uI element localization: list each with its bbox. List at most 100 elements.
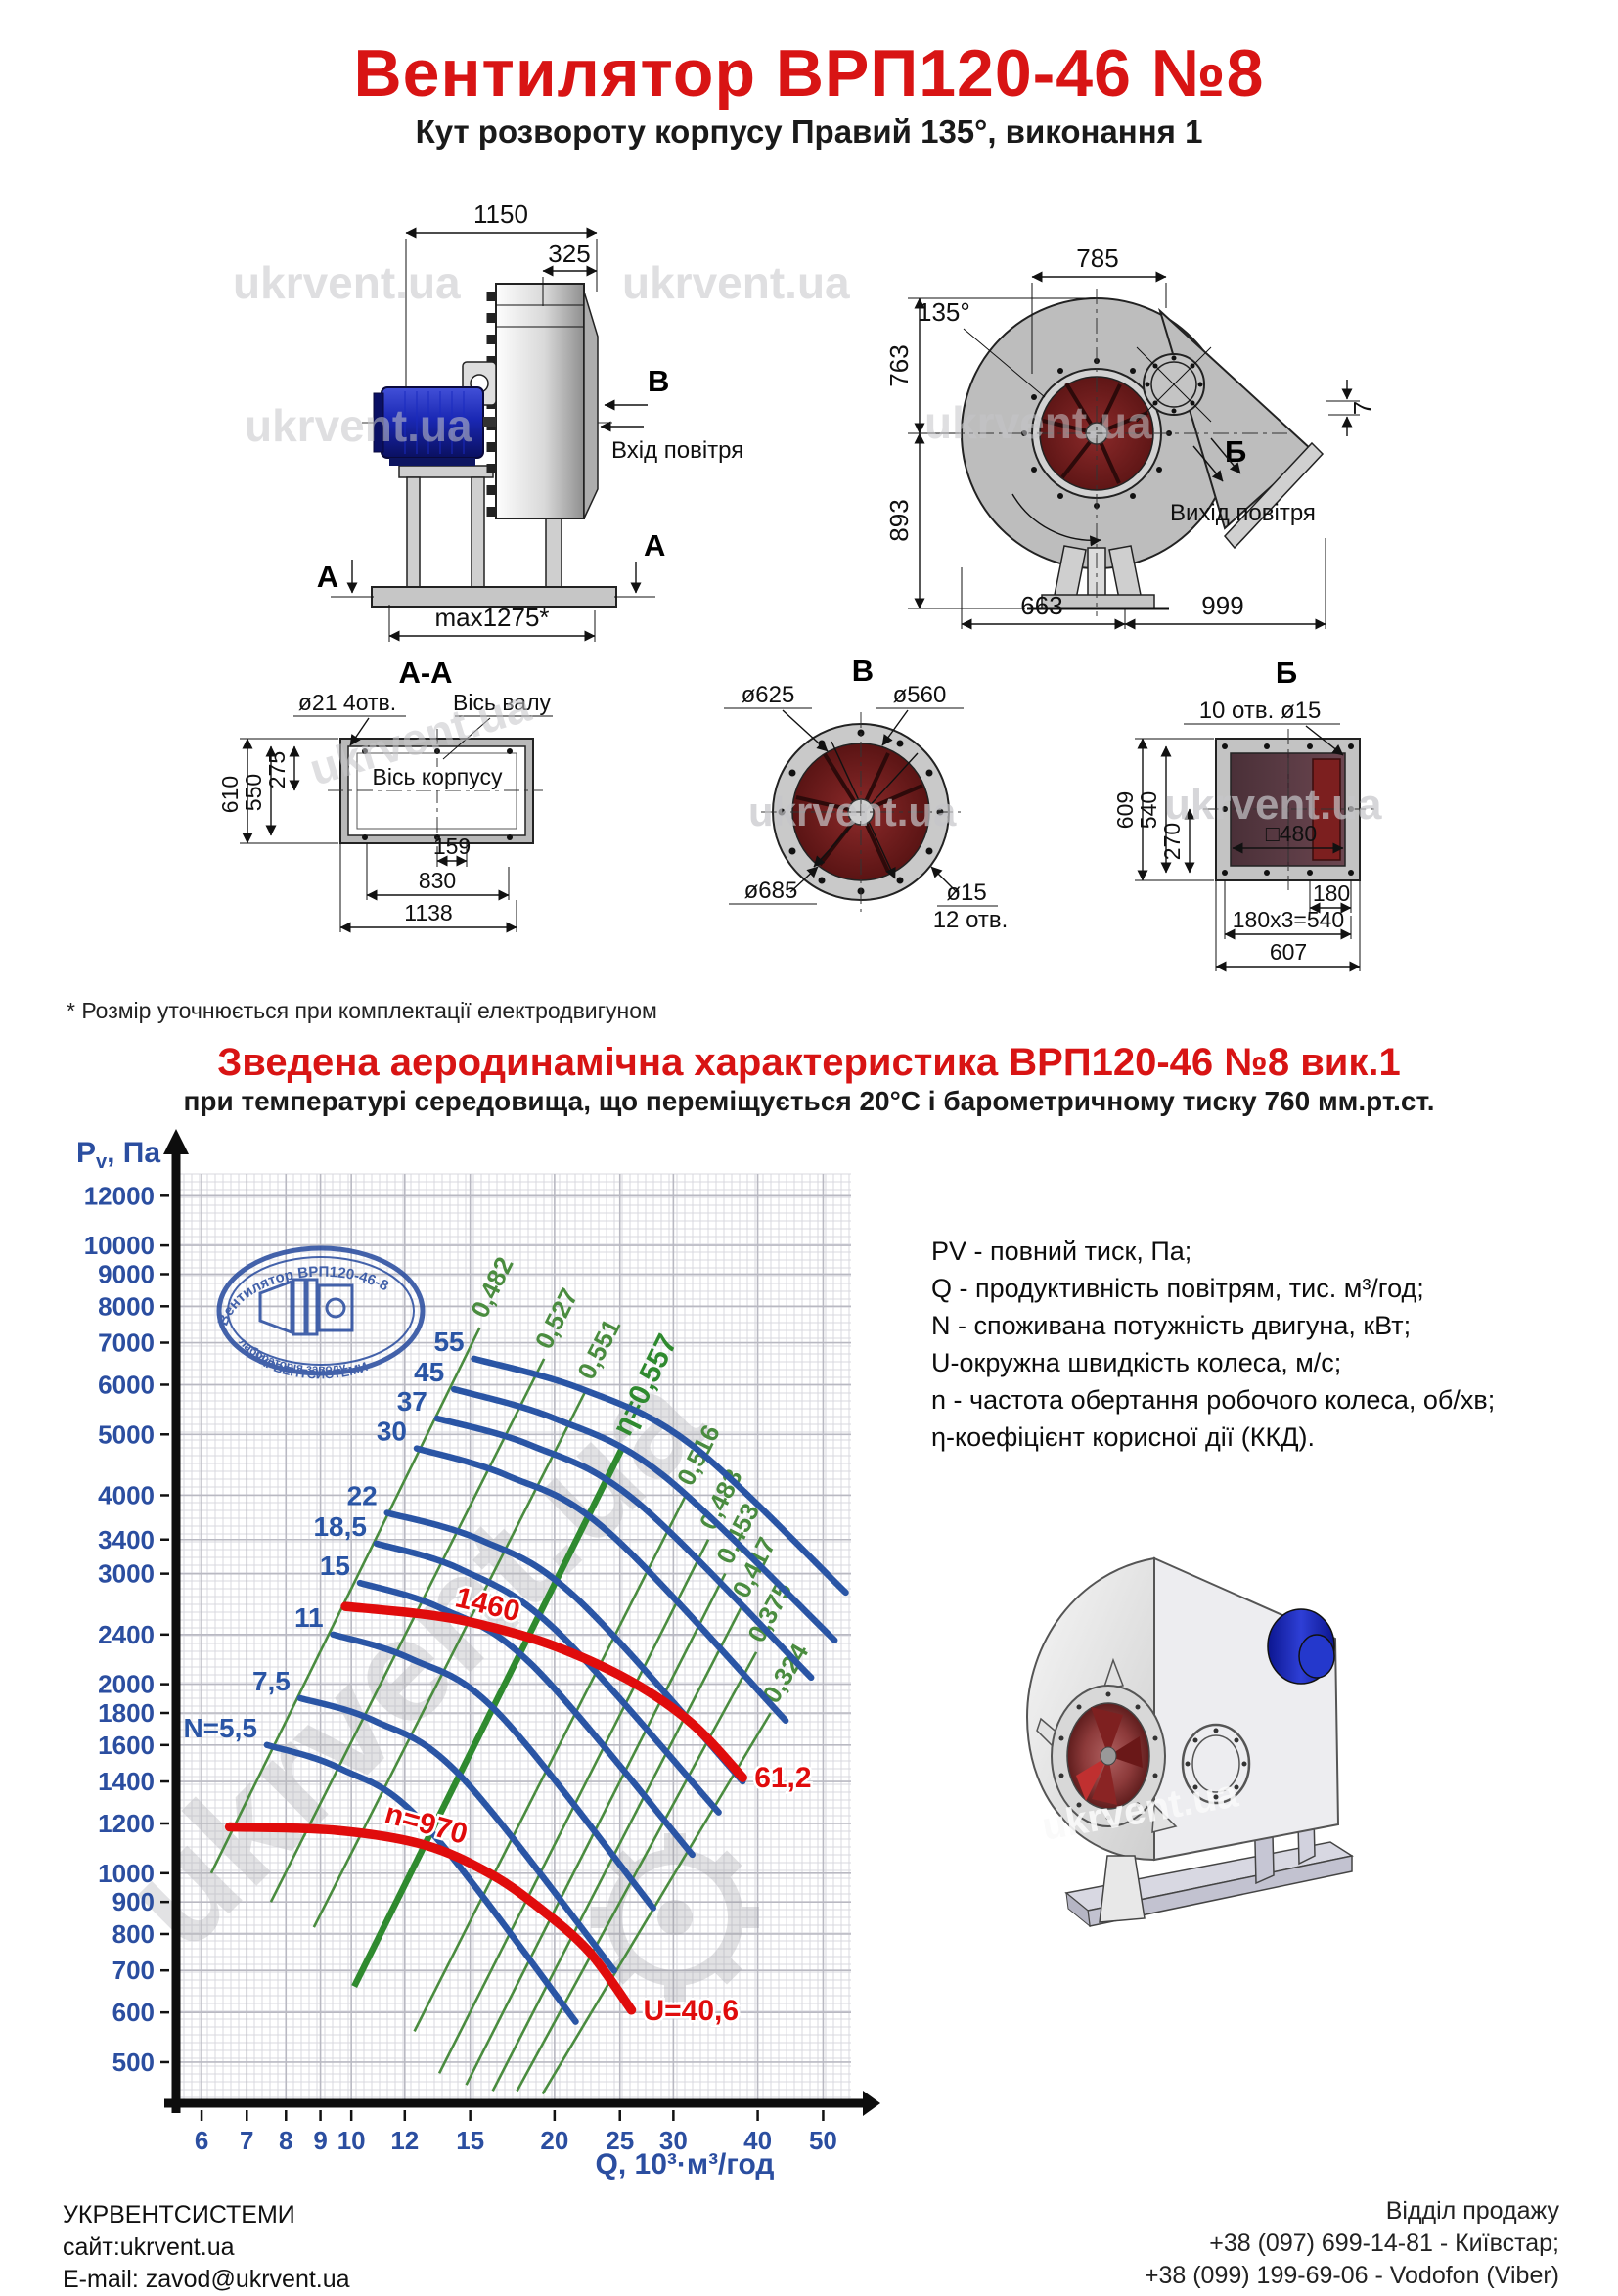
dim-159: 159 [433, 833, 471, 859]
view-v-title: В [852, 653, 874, 688]
power-curve-label: 55 [433, 1327, 464, 1357]
dim-275: 275 [264, 751, 290, 788]
chart-title: Зведена аеродинамічна характеристика ВРП… [217, 1041, 1401, 1084]
aerodynamic-chart: ukrvent.ua Вентилятор ВРП120-46-8 лабора… [76, 1129, 880, 2181]
x-axis-label: Q, 10³·м³/год [596, 2148, 775, 2181]
phone-kyivstar[interactable]: +38 (097) 699-14-81 - Київстар; [1209, 2229, 1559, 2257]
power-curve [330, 1631, 656, 1912]
view-mark-v: В [648, 364, 669, 398]
dim-1138: 1138 [404, 900, 452, 925]
page-title: Вентилятор ВРП120-46 №8 [353, 36, 1265, 111]
view-b-dimensions: 10 отв. ø15 609 540 270 □480 180 180x3=5… [1112, 698, 1361, 972]
dim-480: □480 [1266, 821, 1317, 846]
footnote: * Розмір уточнюється при комплектації ел… [67, 998, 657, 1023]
x-tick-label: 25 [606, 2126, 634, 2155]
dim-540: 540 [1136, 791, 1161, 829]
y-tick-label: 3400 [98, 1525, 155, 1554]
fan-3d-geometry [1025, 1556, 1354, 1928]
dim-607: 607 [1270, 939, 1307, 965]
dim-325: 325 [548, 239, 590, 268]
power-curve [263, 1741, 579, 2025]
site-link[interactable]: сайт:ukrvent.ua [63, 2233, 235, 2261]
chart-grid [175, 1173, 851, 2103]
power-curve-label: 37 [397, 1386, 427, 1417]
view-v-drawing: В ø625 ø560 ø685 ø15 12 отв. [724, 653, 1009, 933]
x-axis-arrow-icon [863, 2091, 880, 2116]
y-tick-label: 900 [112, 1887, 155, 1916]
email-link[interactable]: E-mail: zavod@ukrvent.ua [63, 2266, 350, 2293]
efficiency-line [351, 1444, 627, 1989]
chart-series: 0,482 0,5270,551η=0,5570,5160,4830,4530,4… [183, 1252, 849, 2095]
dim-o15: ø15 [946, 879, 986, 906]
x-tick-label: 30 [659, 2126, 688, 2155]
legend-item: U-окружна швидкість колеса, м/с; [931, 1348, 1342, 1377]
y-tick-label: 1000 [98, 1859, 155, 1888]
page-subtitle: Кут розвороту корпусу Правий 135°, викон… [415, 113, 1203, 150]
x-tick-label: 8 [279, 2126, 292, 2155]
view-b-drawing: Б 10 отв. ø15 609 540 270 □480 180 [1112, 655, 1379, 972]
front-view-drawing: 785 135° 763 893 7 Б Вихід повітря 663 9… [884, 244, 1377, 630]
y-tick-label: 700 [112, 1956, 155, 1985]
efficiency-line [491, 1606, 742, 2092]
view-b-geometry [1203, 729, 1379, 890]
x-tick-label: 50 [809, 2126, 837, 2155]
speed-tip-label: U=40,6 [643, 1995, 739, 2027]
chart-subtitle: при температурі середовища, що переміщує… [183, 1086, 1435, 1116]
power-curve [373, 1540, 722, 1816]
y-tick-label: 2000 [98, 1670, 155, 1699]
body-axis-label: Вісь корпусу [373, 764, 503, 789]
motor [381, 386, 484, 459]
power-curve [356, 1579, 696, 1859]
section-mark-a-left: А [317, 560, 338, 594]
power-curve-label: 11 [294, 1602, 324, 1633]
speed-curve [340, 1601, 747, 1782]
chart-axes [163, 1129, 880, 2116]
holes-12otv: 12 отв. [933, 907, 1009, 933]
efficiency-line [516, 1651, 758, 2092]
outlet-label: Вихід повітря [1170, 500, 1316, 526]
holes-10otv-o15: 10 отв. ø15 [1199, 698, 1322, 724]
company-name: УКРВЕНТСИСТЕМИ [63, 2201, 295, 2228]
power-curve-label: 22 [347, 1480, 378, 1510]
speed-curve [224, 1822, 637, 2015]
y-tick-label: 8000 [98, 1291, 155, 1321]
power-curve [450, 1385, 838, 1643]
dim-550: 550 [241, 774, 266, 811]
x-tick-label: 7 [240, 2126, 253, 2155]
y-tick-label: 10000 [84, 1231, 155, 1260]
footer-contacts-right: Відділ продажу +38 (097) 699-14-81 - Киї… [1145, 2195, 1559, 2292]
front-view-dimensions: 785 135° 763 893 7 Б Вихід повітря 663 9… [884, 244, 1377, 630]
dim-max1275: max1275* [434, 603, 549, 632]
side-view-drawing: 1150 325 А А max1275* В Вхід повітря [317, 200, 743, 642]
efficiency-line [312, 1388, 588, 1928]
legend-item: N - споживана потужність двигуна, кВт; [931, 1311, 1412, 1340]
chart-legend: PV - повний тиск, Па; Q - продуктивність … [931, 1233, 1596, 1456]
section-aa-geometry [328, 729, 543, 856]
x-tick-label: 15 [456, 2126, 484, 2155]
view-b-title: Б [1276, 655, 1297, 690]
view-mark-b: Б [1225, 434, 1246, 469]
y-tick-label: 600 [112, 1998, 155, 2027]
dim-180x3: 180x3=540 [1233, 907, 1344, 932]
phone-vodafone[interactable]: +38 (099) 199-69-06 - Vodofon (Viber) [1144, 2262, 1559, 2289]
fan-side-geometry [362, 283, 617, 608]
section-aa-dimensions: ø21 4отв. Вісь валу Вісь корпусу 610 550… [217, 690, 553, 933]
power-curve-label: 45 [414, 1357, 444, 1387]
view-v-geometry [761, 712, 961, 912]
y-tick-label: 500 [112, 2048, 155, 2077]
side-view-dimensions: 1150 325 А А max1275* В Вхід повітря [317, 200, 743, 642]
stamp-fan-glyph [258, 1278, 354, 1336]
power-curve-label: 7,5 [252, 1666, 291, 1696]
y-tick-label: 1800 [98, 1698, 155, 1728]
y-tick-label: 12000 [84, 1181, 155, 1210]
fan-3d-render: ukrvent.ua [1025, 1556, 1354, 1928]
x-tick-label: 9 [313, 2126, 327, 2155]
x-tick-label: 6 [195, 2126, 208, 2155]
power-curve [296, 1694, 617, 1974]
dim-o560: ø560 [893, 682, 947, 708]
inlet-label: Вхід повітря [611, 437, 743, 464]
dim-o21-4otv: ø21 4отв. [298, 690, 396, 715]
legend-item: η-коефіцієнт корисної дії (ККД). [931, 1422, 1316, 1452]
efficiency-label: 0,482 [465, 1252, 519, 1323]
